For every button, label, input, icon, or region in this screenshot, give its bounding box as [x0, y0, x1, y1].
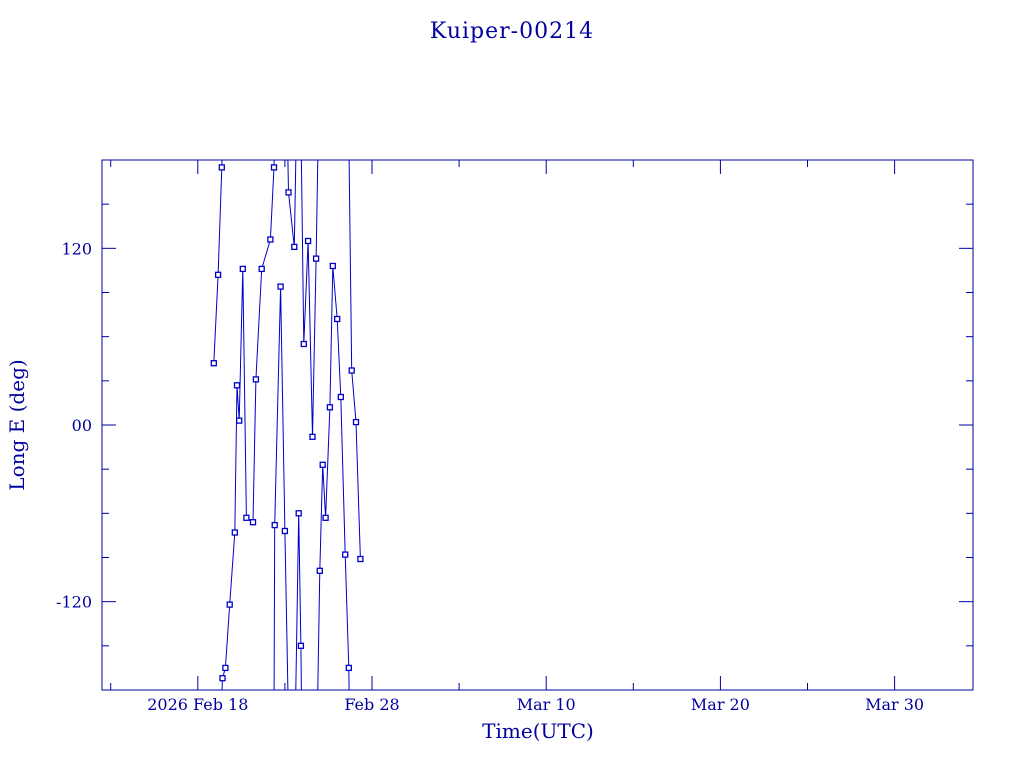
data-point — [326, 404, 334, 411]
data-point — [342, 551, 349, 558]
data-point — [281, 527, 289, 535]
data-point — [233, 382, 241, 389]
x-tick-label: 2026 Feb 18 — [147, 695, 248, 714]
y-tick-label: -120 — [56, 593, 92, 612]
data-point — [300, 340, 307, 348]
data-point — [312, 255, 320, 262]
data-point — [319, 461, 326, 468]
x-axis-label: Time(UTC) — [482, 719, 594, 743]
data-point — [222, 664, 229, 672]
data-point — [304, 237, 312, 245]
data-point — [345, 664, 352, 672]
data-point — [322, 514, 329, 521]
x-axis: 2026 Feb 18 Feb 28 Mar 10 Mar 20 Mar 30 — [110, 160, 924, 714]
data-point — [334, 315, 341, 323]
data-point — [249, 519, 257, 526]
data-point — [297, 642, 305, 649]
data-point — [267, 236, 274, 243]
x-tick-label: Mar 20 — [691, 695, 750, 714]
data-point — [210, 360, 217, 367]
data-point — [239, 265, 246, 273]
data-point — [285, 189, 292, 196]
data-point — [357, 555, 364, 563]
data-point — [348, 367, 355, 374]
data-point — [270, 164, 278, 171]
data-point — [219, 675, 226, 682]
series-layer — [210, 159, 364, 691]
data-point — [226, 601, 233, 608]
data-point — [316, 567, 323, 574]
y-tick-label: 00 — [72, 416, 92, 435]
data-point — [291, 243, 298, 251]
data-point — [329, 262, 336, 270]
data-point — [258, 265, 265, 273]
x-tick-label: Mar 30 — [865, 695, 924, 714]
x-tick-label: Mar 10 — [517, 695, 576, 714]
data-point — [309, 433, 316, 440]
data-point — [243, 514, 250, 521]
data-point — [231, 529, 238, 536]
data-point — [352, 418, 360, 426]
data-point — [218, 164, 225, 171]
y-axis-label: Long E (deg) — [5, 359, 29, 490]
data-point — [236, 417, 243, 424]
y-axis: 120 00 -120 — [56, 203, 973, 647]
data-point — [337, 393, 344, 401]
chart-title: Kuiper-00214 — [430, 19, 594, 44]
y-tick-label: 120 — [61, 239, 92, 258]
data-point — [277, 283, 284, 290]
data-point — [214, 271, 222, 278]
data-point — [295, 510, 302, 517]
series-line — [213, 159, 361, 691]
data-point — [271, 521, 278, 529]
x-tick-label: Feb 28 — [344, 695, 399, 714]
plot-frame — [101, 159, 974, 691]
data-point — [252, 376, 260, 383]
